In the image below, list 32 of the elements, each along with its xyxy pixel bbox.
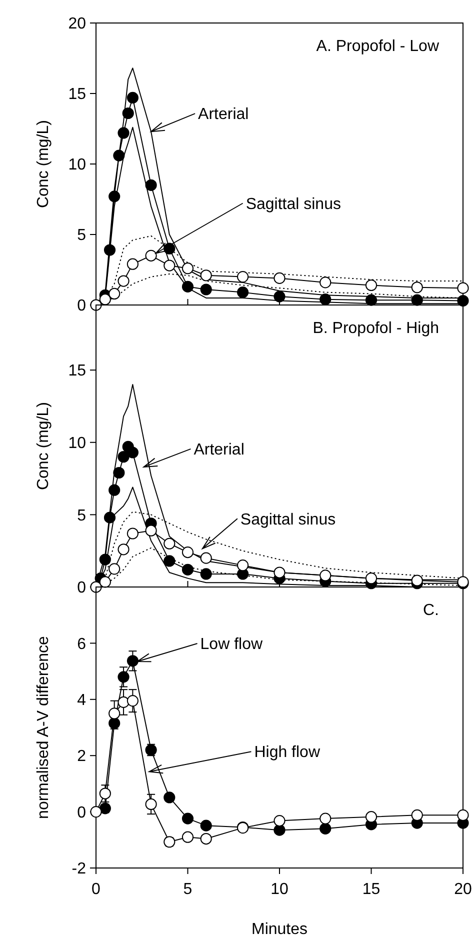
y-tick-label: -2 [72, 860, 86, 878]
y-tick-label: 15 [68, 362, 86, 380]
x-tick-label: 10 [270, 881, 288, 898]
text: A. Propofol - Low [316, 38, 440, 55]
y-axis-title: normalised A-V difference [35, 636, 52, 819]
y-tick-label: 4 [77, 692, 86, 709]
x-tick-label: 15 [362, 881, 380, 898]
y-tick-label: 5 [77, 507, 86, 524]
y-tick-label: 20 [68, 16, 86, 33]
y-tick-label: 6 [77, 636, 86, 653]
text: B. Propofol - High [312, 320, 439, 337]
annotation: Arterial [194, 442, 244, 459]
annotation: Arterial [198, 106, 249, 124]
annotation: Sagittal sinus [240, 511, 336, 528]
x-axis-title: Minutes [251, 921, 308, 938]
y-tick-label: 0 [77, 804, 86, 822]
x-tick-label: 5 [183, 881, 192, 898]
annotation: Low flow [200, 636, 263, 654]
y-tick-label: 0 [77, 298, 86, 315]
text: C. [423, 602, 439, 619]
y-tick-label: 15 [68, 86, 86, 104]
x-tick-label: 20 [454, 881, 472, 898]
y-tick-label: 10 [68, 434, 86, 452]
y-axis-title: Conc (mg/L) [35, 120, 52, 208]
y-tick-label: 5 [77, 227, 86, 244]
annotation: Sagittal sinus [246, 196, 341, 213]
y-axis-title: Conc (mg/L) [35, 402, 52, 490]
y-tick-label: 0 [77, 580, 86, 597]
y-tick-label: 10 [68, 156, 86, 174]
x-tick-label: 0 [92, 881, 101, 898]
y-tick-label: 2 [77, 748, 86, 766]
annotation: High flow [254, 744, 320, 762]
